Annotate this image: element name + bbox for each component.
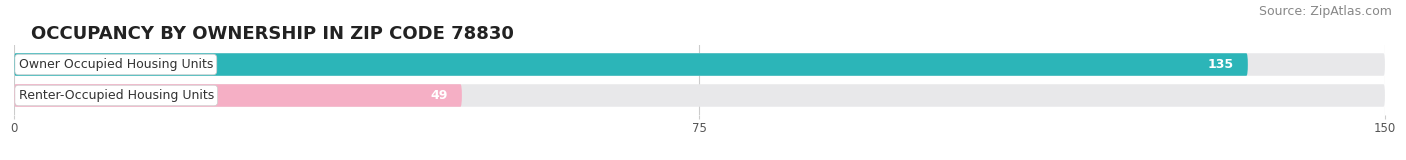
FancyBboxPatch shape: [14, 84, 1385, 107]
Text: Renter-Occupied Housing Units: Renter-Occupied Housing Units: [18, 89, 214, 102]
Text: Owner Occupied Housing Units: Owner Occupied Housing Units: [18, 58, 212, 71]
FancyBboxPatch shape: [14, 53, 1385, 76]
Text: 135: 135: [1208, 58, 1234, 71]
Text: OCCUPANCY BY OWNERSHIP IN ZIP CODE 78830: OCCUPANCY BY OWNERSHIP IN ZIP CODE 78830: [31, 25, 513, 43]
FancyBboxPatch shape: [14, 53, 1249, 76]
FancyBboxPatch shape: [14, 84, 463, 107]
Text: 49: 49: [430, 89, 449, 102]
Text: Source: ZipAtlas.com: Source: ZipAtlas.com: [1258, 5, 1392, 18]
